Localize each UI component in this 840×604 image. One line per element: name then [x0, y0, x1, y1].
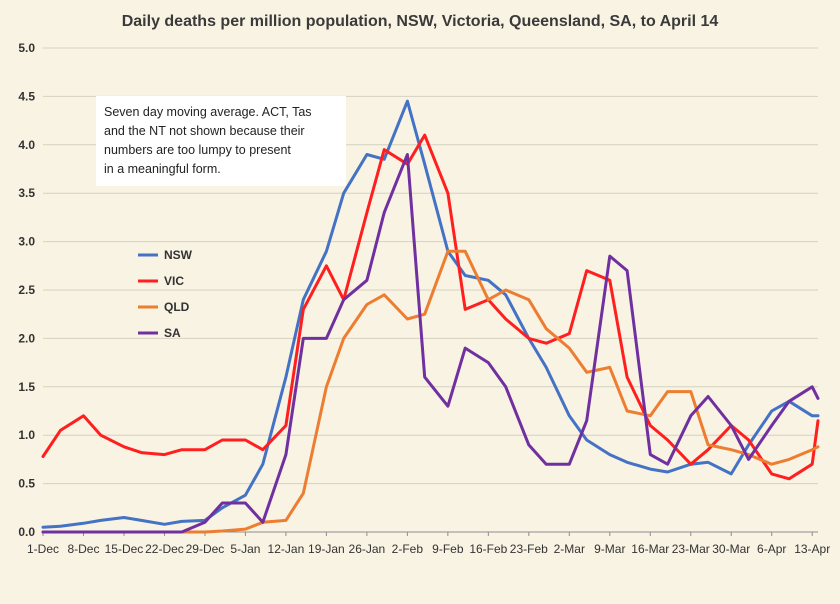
x-tick-label: 19-Jan — [308, 542, 345, 556]
y-axis-ticks: 0.0 0.5 1.0 1.5 2.0 2.5 3.0 3.5 4.0 4.5 5.0 — [18, 41, 35, 539]
legend-label-qld: QLD — [164, 300, 190, 314]
series-line-vic — [41, 133, 820, 481]
x-tick-label: 23-Feb — [510, 542, 548, 556]
x-tick-label: 6-Apr — [757, 542, 786, 556]
x-tick-label: 16-Mar — [631, 542, 669, 556]
y-tick-label: 1.5 — [18, 380, 35, 394]
y-tick-label: 2.5 — [18, 283, 35, 297]
x-tick-label: 23-Mar — [672, 542, 710, 556]
x-tick-label: 2-Mar — [554, 542, 585, 556]
legend-label-vic: VIC — [164, 274, 184, 288]
y-tick-label: 4.5 — [18, 89, 35, 103]
y-tick-label: 4.0 — [18, 138, 35, 152]
x-tick-label: 16-Feb — [469, 542, 507, 556]
y-tick-label: 0.0 — [18, 525, 35, 539]
legend-label-sa: SA — [164, 326, 181, 340]
legend: NSW VIC QLD SA — [138, 248, 193, 340]
annotation-line: in a meaningful form. — [104, 162, 221, 176]
x-tick-label: 8-Dec — [67, 542, 99, 556]
annotation-line: numbers are too lumpy to present — [104, 143, 291, 157]
series-line-sa — [41, 153, 820, 534]
y-tick-label: 1.0 — [18, 428, 35, 442]
x-axis-ticks: 1-Dec 8-Dec 15-Dec 22-Dec 29-Dec 5-Jan 12-Jan 1… — [27, 532, 830, 556]
x-tick-label: 13-Apr — [794, 542, 830, 556]
y-tick-label: 5.0 — [18, 41, 35, 55]
series-lines — [41, 99, 820, 534]
x-tick-label: 9-Mar — [594, 542, 625, 556]
x-tick-label: 1-Dec — [27, 542, 59, 556]
y-tick-label: 3.5 — [18, 186, 35, 200]
y-tick-label: 2.0 — [18, 331, 35, 345]
chart-title: Daily deaths per million population, NSW… — [122, 13, 719, 30]
x-tick-label: 22-Dec — [145, 542, 184, 556]
y-tick-label: 3.0 — [18, 235, 35, 249]
series-line-nsw — [41, 99, 820, 529]
annotation-line: and the NT not shown because their — [104, 124, 305, 138]
annotation-text: Seven day moving average. ACT, Tas and th… — [104, 105, 312, 176]
y-tick-label: 0.5 — [18, 477, 35, 491]
x-tick-label: 26-Jan — [349, 542, 386, 556]
x-tick-label: 29-Dec — [186, 542, 225, 556]
x-tick-label: 15-Dec — [105, 542, 144, 556]
x-tick-label: 30-Mar — [712, 542, 750, 556]
x-tick-label: 5-Jan — [230, 542, 260, 556]
annotation-box — [96, 96, 346, 186]
x-tick-label: 2-Feb — [392, 542, 424, 556]
x-tick-label: 9-Feb — [432, 542, 464, 556]
annotation-line: Seven day moving average. ACT, Tas — [104, 105, 312, 119]
x-tick-label: 12-Jan — [268, 542, 305, 556]
legend-label-nsw: NSW — [164, 248, 193, 262]
